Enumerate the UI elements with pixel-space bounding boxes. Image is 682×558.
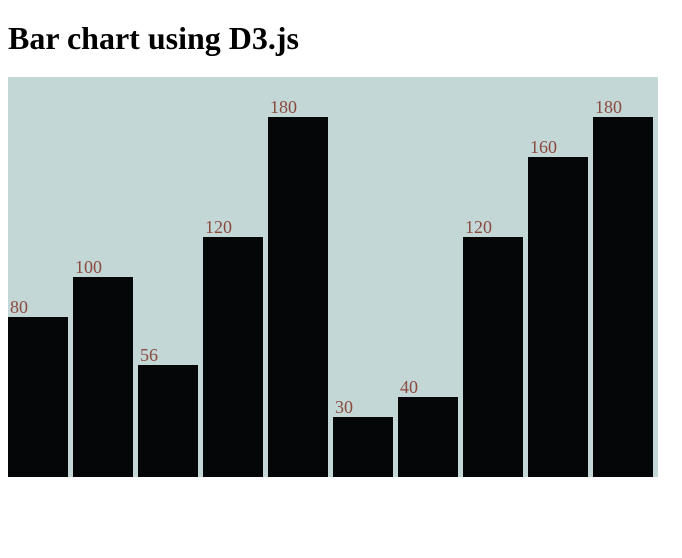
bar-value-label: 120: [205, 217, 232, 237]
bar-value-label: 180: [595, 97, 622, 117]
bar: [8, 317, 68, 477]
bar-value-label: 100: [75, 257, 102, 277]
bar-value-label: 160: [530, 137, 557, 157]
bar: [333, 417, 393, 477]
bar: [398, 397, 458, 477]
bar-value-label: 180: [270, 97, 297, 117]
bar-value-label: 80: [10, 297, 28, 317]
bar: [268, 117, 328, 477]
page-title: Bar chart using D3.js: [8, 20, 674, 57]
bar-value-label: 56: [140, 345, 158, 365]
bar: [138, 365, 198, 477]
bar: [463, 237, 523, 477]
bar: [203, 237, 263, 477]
bar: [528, 157, 588, 477]
bar-value-label: 120: [465, 217, 492, 237]
bar-chart: 80 100 56 120 180 30 40 120 160 180: [8, 77, 658, 477]
bar: [593, 117, 653, 477]
bar: [73, 277, 133, 477]
bar-value-label: 40: [400, 377, 418, 397]
bar-value-label: 30: [335, 397, 353, 417]
